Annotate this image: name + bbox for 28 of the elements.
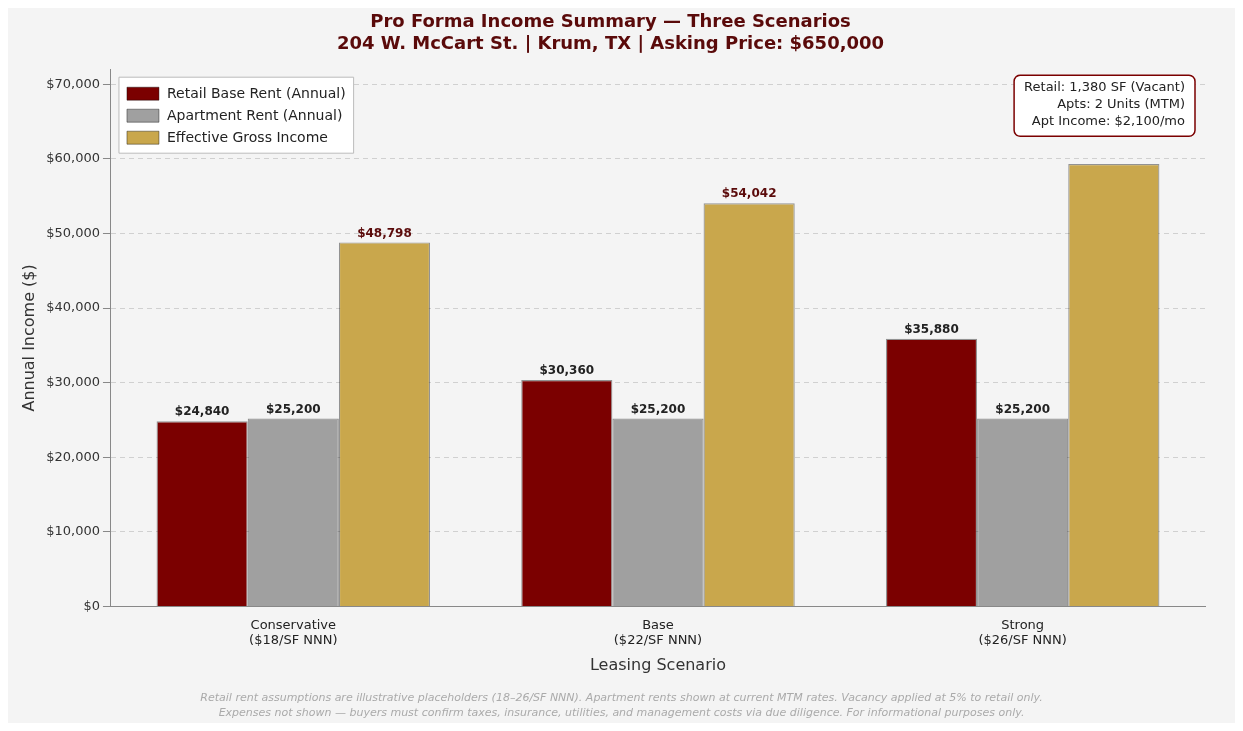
data-label: $25,200 [995,401,1050,416]
y-tick-label: $20,000 [46,448,100,464]
data-label: $48,798 [357,225,412,240]
y-tick-label: $0 [83,597,100,613]
y-tick-label: $70,000 [46,75,100,91]
x-axis-title: Leasing Scenario [589,654,726,674]
y-tick-label: $10,000 [46,523,100,539]
annotation: Retail: 1,380 SF (Vacant) Apts: 2 Units (MTM) Apt Income: $2,100/mo [1024,79,1186,129]
chart-title: Pro Forma Income Summary — Three Scenarios [370,10,851,32]
x-tick-label: Base ($22/SF NNN) [613,616,703,648]
data-label: $25,200 [630,401,686,416]
y-tick-label: $40,000 [46,299,100,315]
data-label: $54,042 [721,186,777,201]
y-tick-label: $50,000 [46,224,100,240]
y-tick-label: $60,000 [46,150,100,166]
data-label: $25,200 [265,401,321,416]
text: Retail rent assumptions are illustrative placeholders (18–26/SF NNN). Apartment rents shown at current MTM rates. Vacancy applied at 5% to retail only. Expenses not shown — buyers must confirm taxes, insurance, utilities, and management costs via due diligence. For informational purposes only. [200,691,1043,720]
x-tick-label: Conservative ($18/SF NNN) [249,616,338,648]
chart-subtitle: 204 W. McCart St. | Krum, TX | Asking Price: $650,000 [336,32,885,54]
legend-label: Apartment Rent (Annual) [166,106,343,123]
data-label: $30,360 [539,363,595,378]
data-label: $35,880 [904,321,959,336]
y-tick-label: $30,000 [46,374,100,390]
legend-label: Effective Gross Income [166,128,328,145]
data-label: $24,840 [174,404,230,419]
legend-label: Retail Base Rent (Annual) [166,84,346,101]
y-axis-title: Annual Income ($) [18,264,38,412]
x-tick-label: Strong ($26/SF NNN) [978,616,1067,648]
